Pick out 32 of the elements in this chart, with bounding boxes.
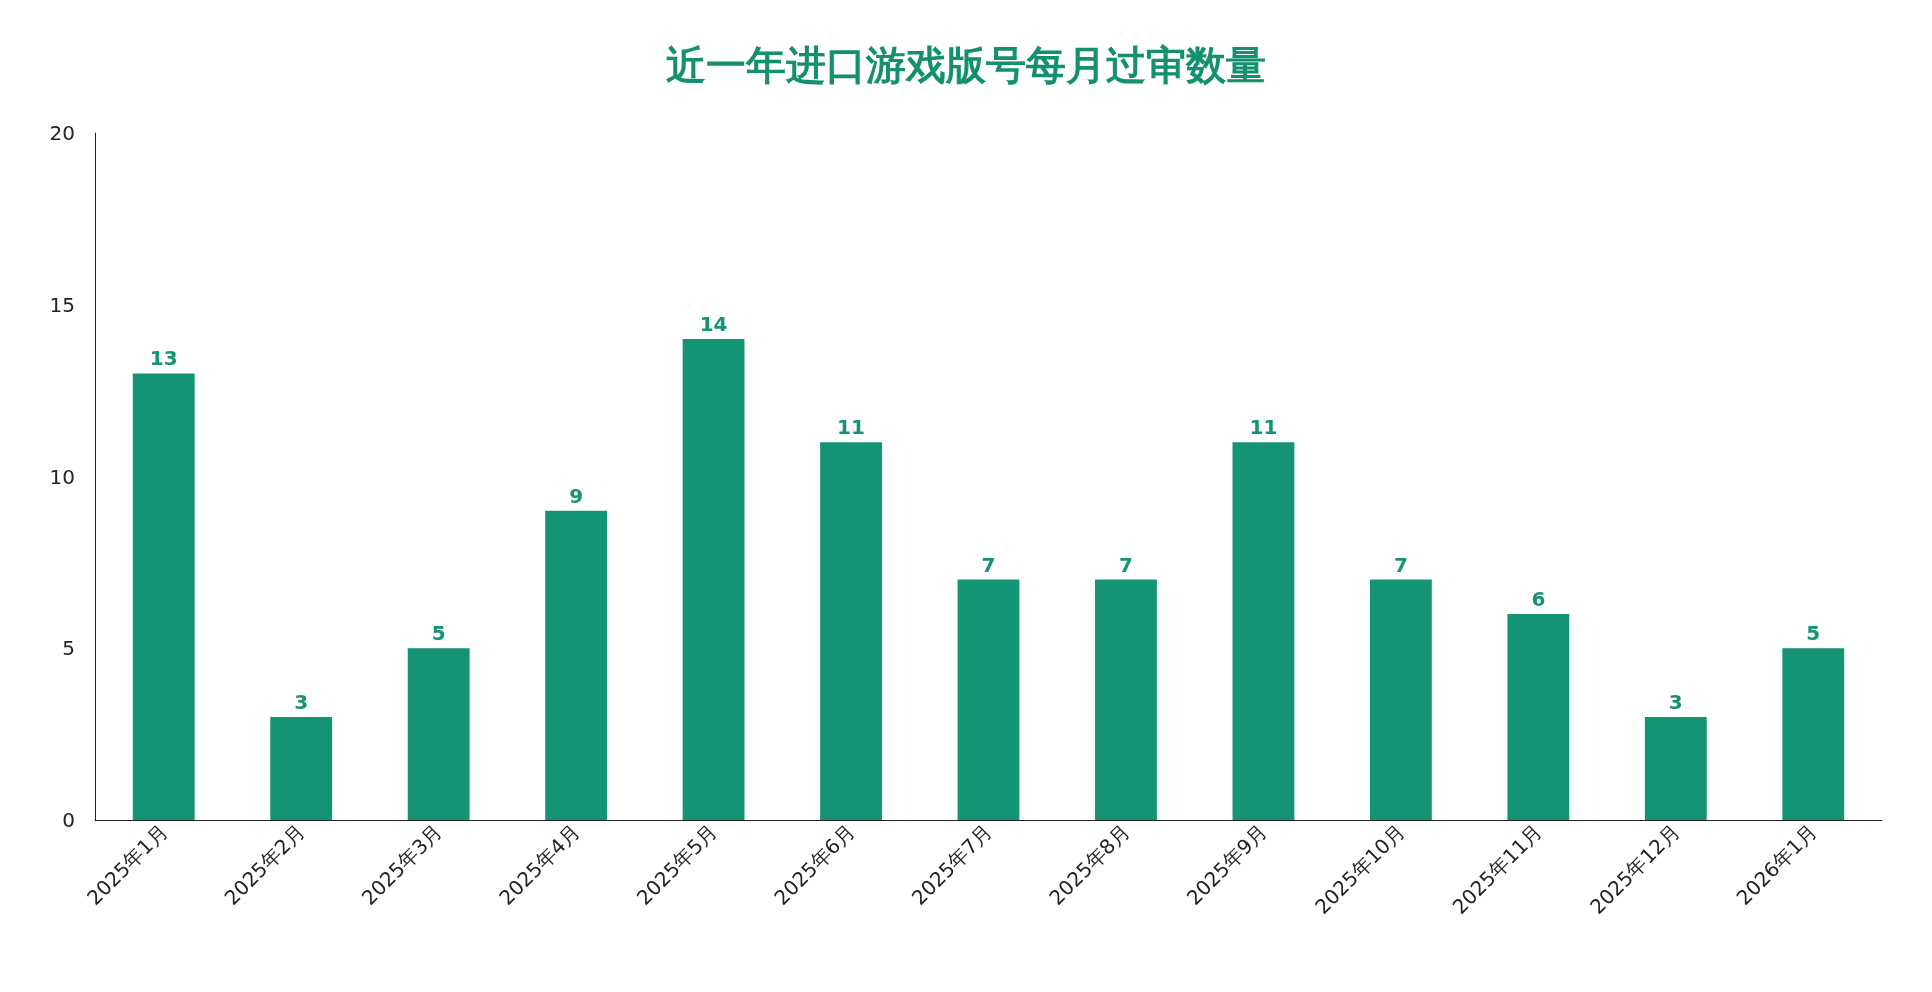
bar [1644, 716, 1707, 820]
data-label: 13 [149, 346, 178, 371]
y-tick-label: 10 [49, 464, 75, 489]
bar [1095, 579, 1157, 820]
bar [132, 373, 195, 820]
bar [957, 579, 1020, 820]
bar [820, 442, 882, 820]
y-tick-label: 15 [49, 292, 75, 317]
chart-title: 近一年进口游戏版号每月过审数量 [666, 42, 1266, 88]
data-label: 11 [1249, 415, 1278, 440]
data-label: 7 [1119, 552, 1133, 577]
bar [270, 716, 333, 820]
bar [682, 339, 745, 820]
y-tick-label: 5 [62, 636, 75, 661]
bar [1507, 613, 1570, 820]
data-label: 3 [294, 689, 309, 714]
data-label: 3 [1668, 689, 1683, 714]
data-label: 5 [431, 621, 446, 646]
bar [1782, 648, 1845, 820]
y-tick-label: 20 [49, 121, 75, 145]
data-label: 11 [837, 415, 865, 440]
data-label: 9 [569, 483, 584, 508]
data-label: 7 [1393, 552, 1408, 577]
data-label: 6 [1531, 586, 1546, 611]
data-label: 14 [699, 312, 728, 337]
bar [1232, 442, 1295, 820]
y-tick-label: 0 [62, 808, 75, 832]
data-label: 5 [1806, 621, 1821, 646]
data-label: 7 [981, 552, 996, 577]
bar [545, 510, 608, 820]
bar [1369, 579, 1432, 820]
bar [407, 648, 470, 820]
